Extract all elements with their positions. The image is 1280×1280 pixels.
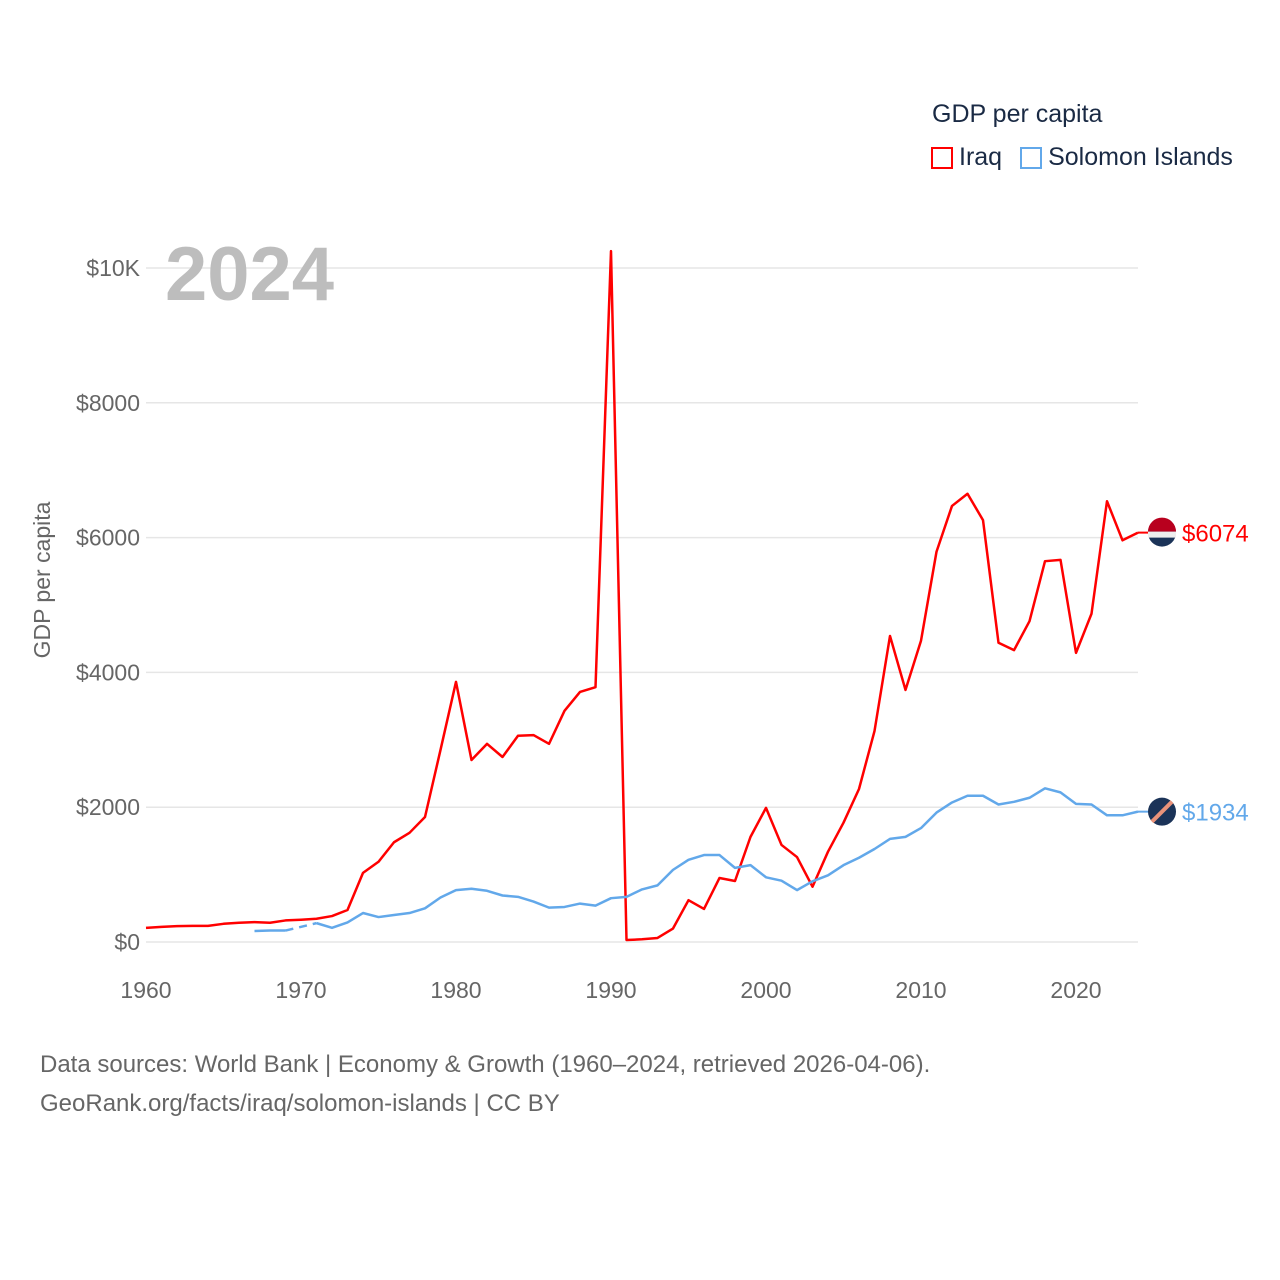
- year-watermark: 2024: [165, 232, 334, 317]
- x-tick-label: 2010: [895, 977, 946, 1003]
- x-tick-label: 1970: [275, 977, 326, 1003]
- legend-swatch-solomon-islands: [1020, 146, 1043, 169]
- legend-label: Solomon Islands: [1048, 143, 1233, 171]
- end-value-label: $1934: [1182, 800, 1249, 827]
- y-tick-label: $4000: [76, 659, 140, 685]
- end-labels: $6074 $1934: [1138, 517, 1249, 827]
- source-link[interactable]: GeoRank.org/facts/iraq/solomon-islands |…: [40, 1090, 560, 1117]
- y-axis-label: GDP per capita: [29, 501, 55, 658]
- y-tick-label: $0: [114, 929, 140, 955]
- y-tick-label: $8000: [76, 390, 140, 416]
- y-tick-label: $10K: [86, 255, 140, 281]
- y-tick-label: $2000: [76, 794, 140, 820]
- x-tick-label: 1980: [430, 977, 481, 1003]
- legend-title: GDP per capita: [932, 100, 1103, 128]
- x-tick-label: 2000: [740, 977, 791, 1003]
- y-axis: $0 $2000 $4000 $6000 $8000 $10K: [76, 255, 141, 955]
- end-value-label: $6074: [1182, 521, 1249, 548]
- flag-stripe: [1148, 531, 1176, 538]
- series-gap-solomon-islands: [285, 921, 317, 932]
- x-tick-label: 2020: [1050, 977, 1101, 1003]
- data-sources: Data sources: World Bank | Economy & Gro…: [40, 1051, 931, 1078]
- x-axis: 1960 1970 1980 1990 2000 2010 2020: [120, 977, 1101, 1003]
- y-tick-label: $6000: [76, 525, 140, 551]
- flag-stripe: [1150, 800, 1174, 824]
- legend-item-solomon-islands[interactable]: Solomon Islands: [1020, 143, 1233, 172]
- legend-item-iraq[interactable]: Iraq: [931, 143, 1002, 172]
- legend: Iraq Solomon Islands: [931, 143, 1233, 172]
- x-tick-label: 1960: [120, 977, 171, 1003]
- gridlines: [146, 267, 1138, 943]
- footer: Data sources: World Bank | Economy & Gro…: [40, 1045, 930, 1123]
- series-lines: [145, 249, 1139, 942]
- legend-swatch-iraq: [931, 146, 953, 169]
- series-line-iraq: [145, 249, 1139, 942]
- flag-stripe: [1148, 517, 1176, 532]
- legend-label: Iraq: [959, 143, 1003, 171]
- series-line-solomon-islands: [316, 787, 1139, 930]
- x-tick-label: 1990: [585, 977, 636, 1003]
